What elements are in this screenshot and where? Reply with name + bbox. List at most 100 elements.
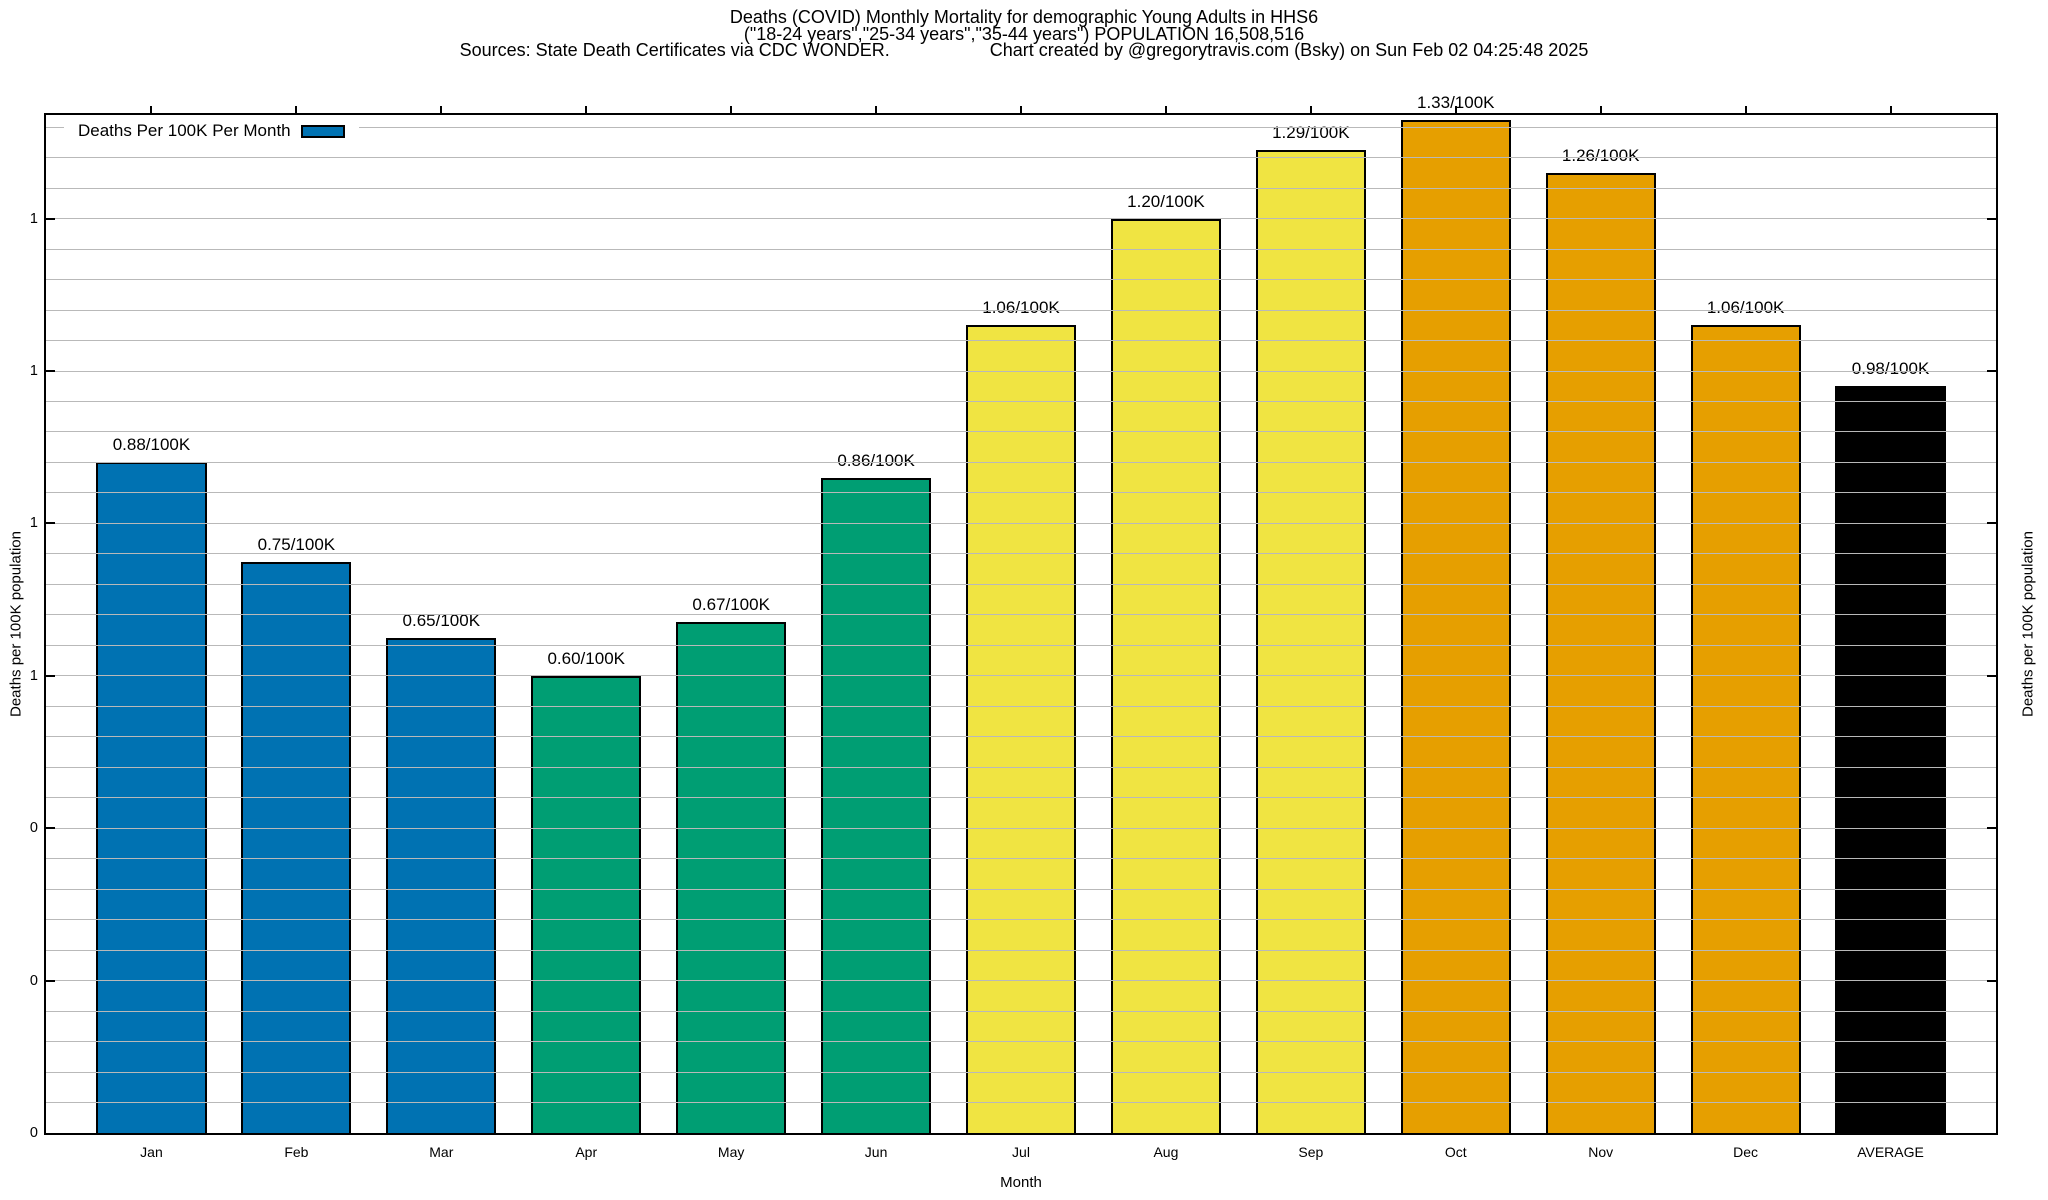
chart-credit: Chart created by @gregorytravis.com (Bsk… bbox=[989, 40, 1589, 60]
y-tick-label: 0 bbox=[29, 972, 38, 989]
y-tick-mark-left bbox=[46, 979, 55, 982]
gridline bbox=[46, 644, 1996, 646]
gridline bbox=[46, 1041, 1996, 1043]
gridline bbox=[46, 736, 1996, 738]
bar-value-label: 1.29/100K bbox=[1272, 123, 1350, 143]
x-tick-label: Mar bbox=[429, 1144, 454, 1160]
x-tick-label: Oct bbox=[1444, 1144, 1467, 1160]
plot-area: Deaths Per 100K Per Month 0.88/100K Jan 0.… bbox=[30, 93, 1998, 1160]
bar-dec bbox=[1690, 325, 1801, 1133]
bar-mar bbox=[386, 637, 497, 1133]
x-tick-label: Nov bbox=[1588, 1144, 1614, 1160]
gridline bbox=[46, 766, 1996, 768]
gridline bbox=[46, 340, 1996, 342]
x-tick-label: Dec bbox=[1733, 1144, 1759, 1160]
bar-value-label: 0.65/100K bbox=[402, 610, 481, 630]
bar-slot-jun: 0.86/100K Jun bbox=[804, 106, 949, 1160]
bar-slot-nov: 1.26/100K Nov bbox=[1528, 106, 1673, 1160]
gridline bbox=[46, 401, 1996, 403]
bar-slot-mar: 0.65/100K Mar bbox=[369, 106, 514, 1160]
bar-value-label: 0.67/100K bbox=[692, 595, 770, 615]
legend-swatch bbox=[300, 124, 345, 138]
x-tick-label: AVERAGE bbox=[1857, 1144, 1924, 1160]
bar-slot-may: 0.67/100K May bbox=[659, 106, 804, 1160]
x-tick-mark-top bbox=[1889, 106, 1892, 114]
gridline bbox=[46, 553, 1996, 555]
gridline bbox=[46, 279, 1996, 281]
gridline bbox=[46, 797, 1996, 799]
gridline bbox=[46, 827, 1996, 829]
bar-value-label: 1.26/100K bbox=[1561, 145, 1640, 165]
y-tick-mark-left bbox=[46, 827, 55, 830]
x-tick-label: Sep bbox=[1298, 1144, 1324, 1160]
y-tick-mark-left bbox=[46, 370, 55, 373]
bar-nov bbox=[1545, 172, 1656, 1133]
bar-value-label: 1.06/100K bbox=[1706, 298, 1785, 318]
bar-jun bbox=[821, 477, 932, 1133]
y-tick-mark-right bbox=[1987, 979, 1996, 982]
x-tick-mark-top bbox=[1019, 106, 1022, 114]
gridline bbox=[46, 126, 1996, 128]
bar-value-label: 0.98/100K bbox=[1851, 359, 1930, 379]
bar-value-label: 0.60/100K bbox=[547, 648, 625, 668]
bar-value-label: 1.20/100K bbox=[1127, 191, 1205, 211]
chart-header: Deaths (COVID) Monthly Mortality for dem… bbox=[0, 8, 2048, 60]
gridline bbox=[46, 888, 1996, 890]
x-tick-mark-top bbox=[1454, 106, 1457, 114]
bar-apr bbox=[531, 675, 642, 1133]
y-tick-mark-right bbox=[1987, 674, 1996, 677]
bar-slot-feb: 0.75/100K Feb bbox=[224, 106, 369, 1160]
y-tick-mark-right bbox=[1987, 217, 1996, 220]
bar-oct bbox=[1400, 119, 1511, 1133]
bar-average bbox=[1835, 386, 1946, 1133]
x-tick-label: Jun bbox=[864, 1144, 888, 1160]
y-tick-mark-left bbox=[46, 522, 55, 525]
bar-value-label: 1.06/100K bbox=[982, 298, 1060, 318]
bar-jul bbox=[965, 325, 1077, 1133]
y-tick-label: 0 bbox=[29, 820, 38, 837]
gridline bbox=[46, 614, 1996, 616]
bar-value-label: 0.86/100K bbox=[837, 450, 915, 470]
plot-inner: Deaths Per 100K Per Month 0.88/100K Jan 0.… bbox=[30, 93, 1996, 1160]
gridline bbox=[46, 1071, 1996, 1073]
y-tick-label: 0 bbox=[29, 1125, 38, 1141]
gridline bbox=[46, 705, 1996, 707]
gridline bbox=[46, 187, 1996, 189]
gridline bbox=[46, 583, 1996, 585]
legend: Deaths Per 100K Per Month bbox=[64, 118, 359, 144]
x-axis-title: Month bbox=[1000, 1174, 1042, 1191]
gridline bbox=[46, 980, 1996, 982]
x-tick-mark-top bbox=[150, 106, 153, 114]
x-tick-mark-top bbox=[295, 106, 298, 114]
y-tick-label: 1 bbox=[29, 515, 38, 532]
bar-slot-apr: 0.60/100K Apr bbox=[514, 106, 659, 1160]
gridline bbox=[46, 431, 1996, 433]
gridline bbox=[46, 309, 1996, 311]
gridline bbox=[46, 492, 1996, 494]
gridline bbox=[46, 949, 1996, 951]
y-axis-title-right: Deaths per 100K population bbox=[2019, 531, 2037, 717]
bar-slot-jul: 1.06/100K Jul bbox=[949, 106, 1094, 1160]
bar-slot-dec: 1.06/100K Dec bbox=[1673, 106, 1818, 1160]
x-tick-label: Jul bbox=[1012, 1144, 1030, 1160]
chart-sources: Sources: State Death Certificates via CD… bbox=[459, 40, 890, 60]
bar-value-label: 0.75/100K bbox=[257, 534, 336, 554]
y-axis-title-left: Deaths per 100K population bbox=[7, 531, 25, 717]
gridline bbox=[46, 858, 1996, 860]
gridline bbox=[46, 522, 1996, 524]
y-tick-mark-right bbox=[1987, 827, 1996, 830]
x-tick-label: Feb bbox=[284, 1144, 309, 1160]
y-tick-label: 1 bbox=[29, 210, 38, 227]
y-tick-mark-left bbox=[46, 674, 55, 677]
gridline bbox=[46, 157, 1996, 159]
gridline bbox=[46, 461, 1996, 463]
x-tick-mark-top bbox=[730, 106, 733, 114]
y-tick-mark-left bbox=[46, 217, 55, 220]
gridline bbox=[46, 675, 1996, 677]
bar-feb bbox=[241, 561, 352, 1133]
x-tick-label: Apr bbox=[575, 1144, 598, 1160]
x-tick-mark-top bbox=[1164, 106, 1167, 114]
bar-sep bbox=[1255, 150, 1366, 1133]
bar-slot-sep: 1.29/100K Sep bbox=[1238, 106, 1383, 1160]
